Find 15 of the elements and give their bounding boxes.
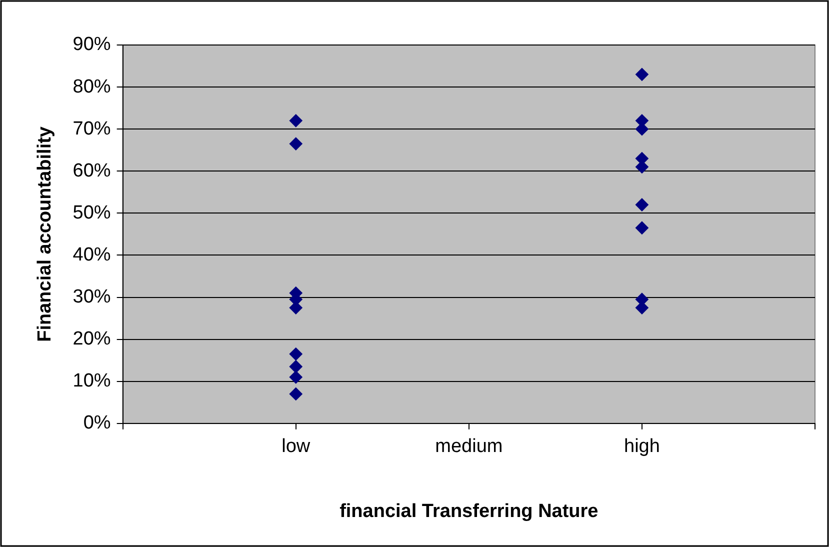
x-tick-label: high <box>624 436 660 458</box>
y-tick-label: 90% <box>72 34 111 56</box>
y-tick-label: 50% <box>72 202 111 224</box>
y-tick-label: 0% <box>83 412 111 434</box>
y-axis-title: Financial accountability <box>34 126 56 342</box>
x-tick-label: medium <box>435 436 503 458</box>
x-tick-label: low <box>282 436 310 458</box>
y-tick-label: 30% <box>72 286 111 308</box>
y-tick-label: 10% <box>72 370 111 392</box>
y-tick-label: 70% <box>72 118 111 140</box>
y-tick-label: 60% <box>72 160 111 182</box>
y-tick-label: 80% <box>72 76 111 98</box>
y-tick-label: 40% <box>72 244 111 266</box>
x-axis-title: financial Transferring Nature <box>340 500 598 522</box>
y-tick-label: 20% <box>72 328 111 350</box>
